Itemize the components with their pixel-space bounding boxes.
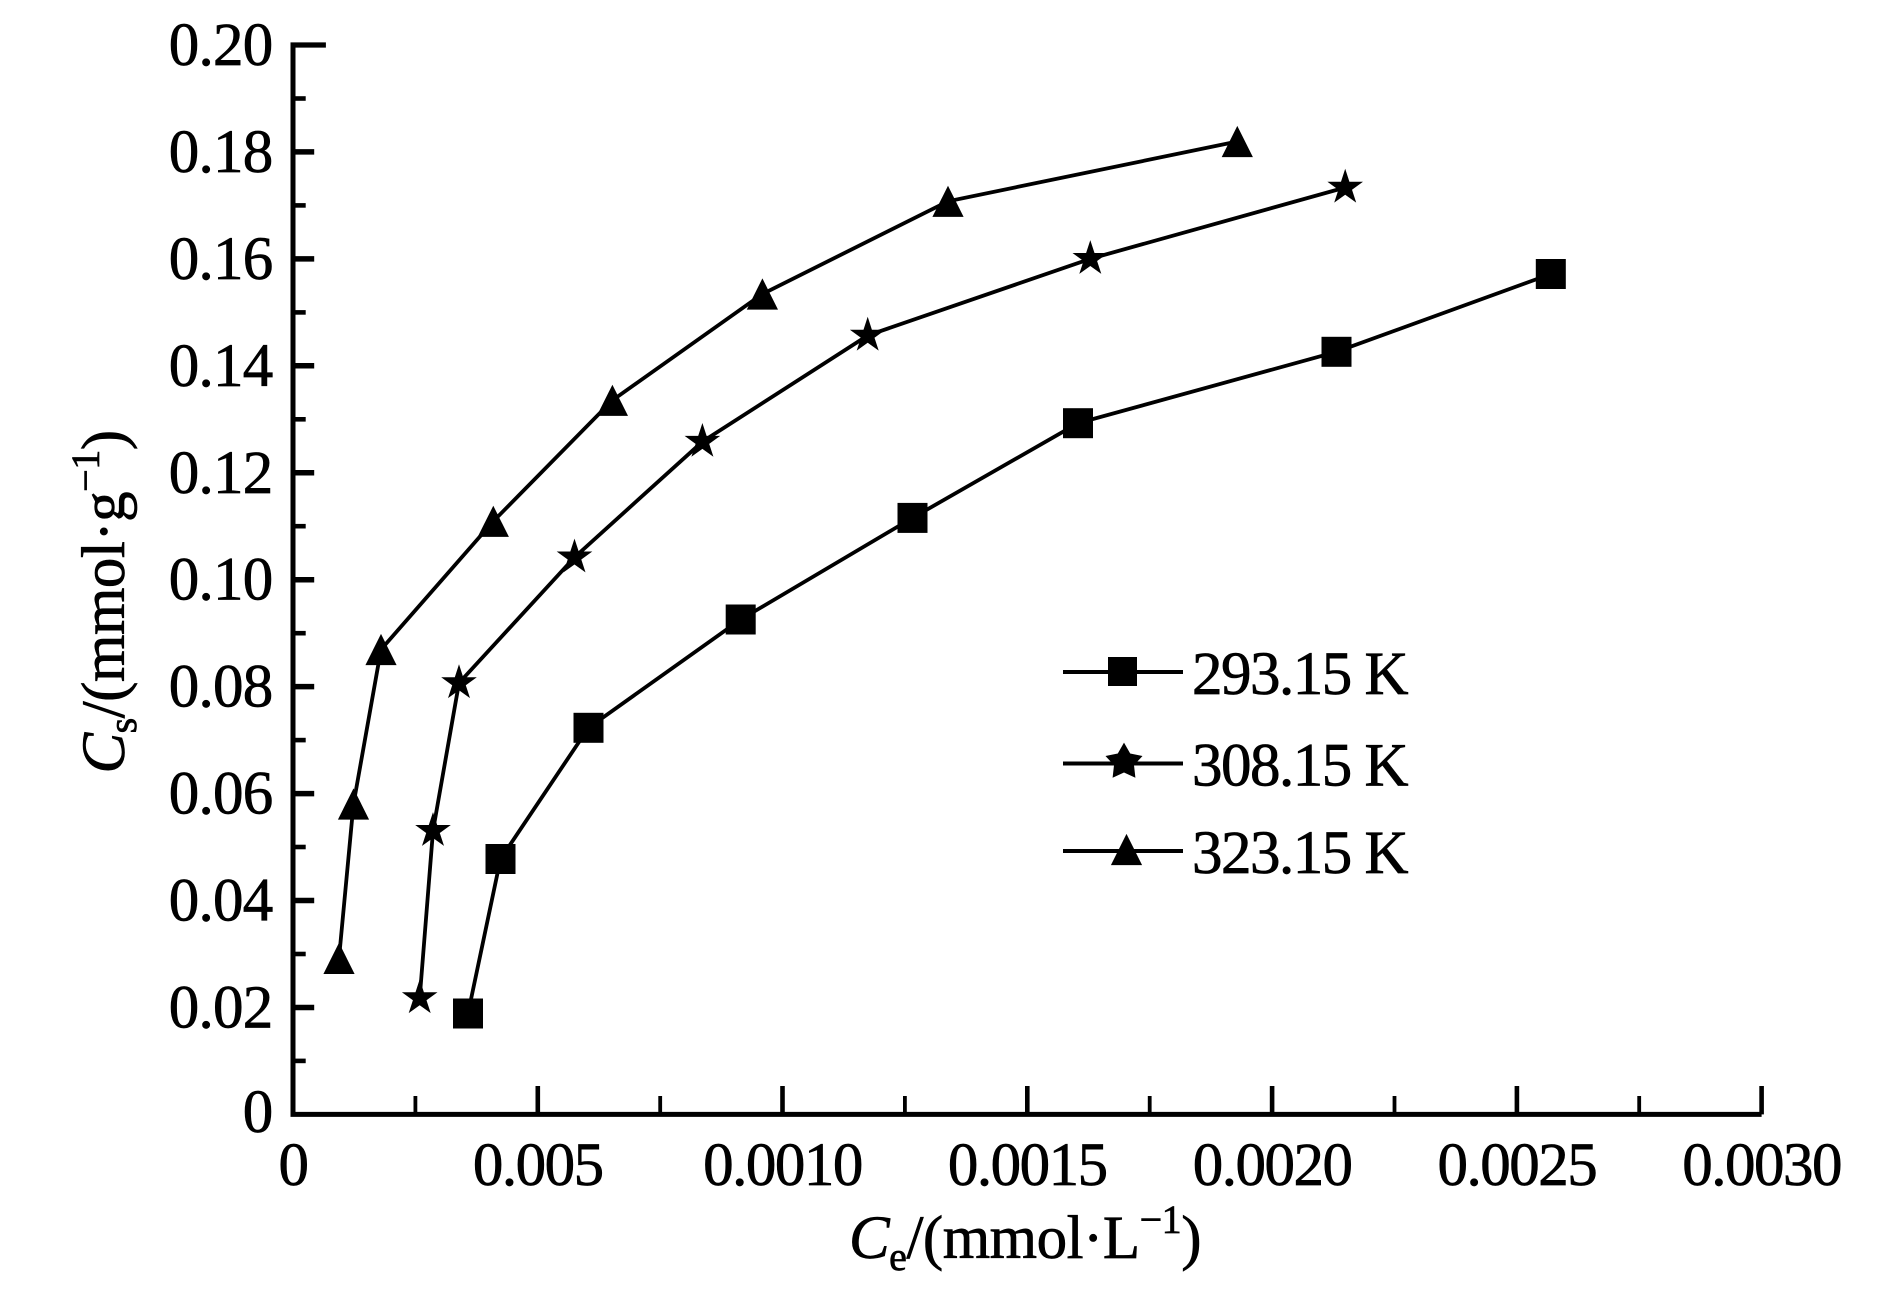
svg-text:0.0015: 0.0015 xyxy=(948,1132,1107,1199)
svg-text:0.18: 0.18 xyxy=(169,119,273,186)
svg-text:Cs/(mmol·g−1): Cs/(mmol·g−1) xyxy=(63,430,145,773)
svg-text:0.04: 0.04 xyxy=(169,868,273,935)
svg-text:293.15 K: 293.15 K xyxy=(1192,641,1409,708)
svg-text:0.12: 0.12 xyxy=(169,440,273,507)
svg-text:0.0020: 0.0020 xyxy=(1193,1132,1352,1199)
svg-text:0.08: 0.08 xyxy=(169,654,273,721)
svg-text:0: 0 xyxy=(279,1132,308,1199)
svg-text:0.0010: 0.0010 xyxy=(703,1132,862,1199)
svg-text:0.005: 0.005 xyxy=(473,1132,603,1199)
svg-text:0.0030: 0.0030 xyxy=(1682,1132,1841,1199)
svg-text:308.15 K: 308.15 K xyxy=(1192,733,1409,800)
svg-text:0.10: 0.10 xyxy=(169,547,273,614)
svg-text:0: 0 xyxy=(243,1079,273,1146)
svg-text:0.16: 0.16 xyxy=(169,226,273,293)
svg-text:0.0025: 0.0025 xyxy=(1438,1132,1597,1199)
svg-text:0.20: 0.20 xyxy=(169,12,273,79)
svg-text:0.02: 0.02 xyxy=(169,975,273,1042)
svg-text:323.15 K: 323.15 K xyxy=(1192,820,1409,887)
svg-text:0.14: 0.14 xyxy=(169,333,273,400)
svg-text:Ce/(mmol·L−1): Ce/(mmol·L−1) xyxy=(849,1197,1201,1279)
svg-text:0.06: 0.06 xyxy=(169,761,273,828)
